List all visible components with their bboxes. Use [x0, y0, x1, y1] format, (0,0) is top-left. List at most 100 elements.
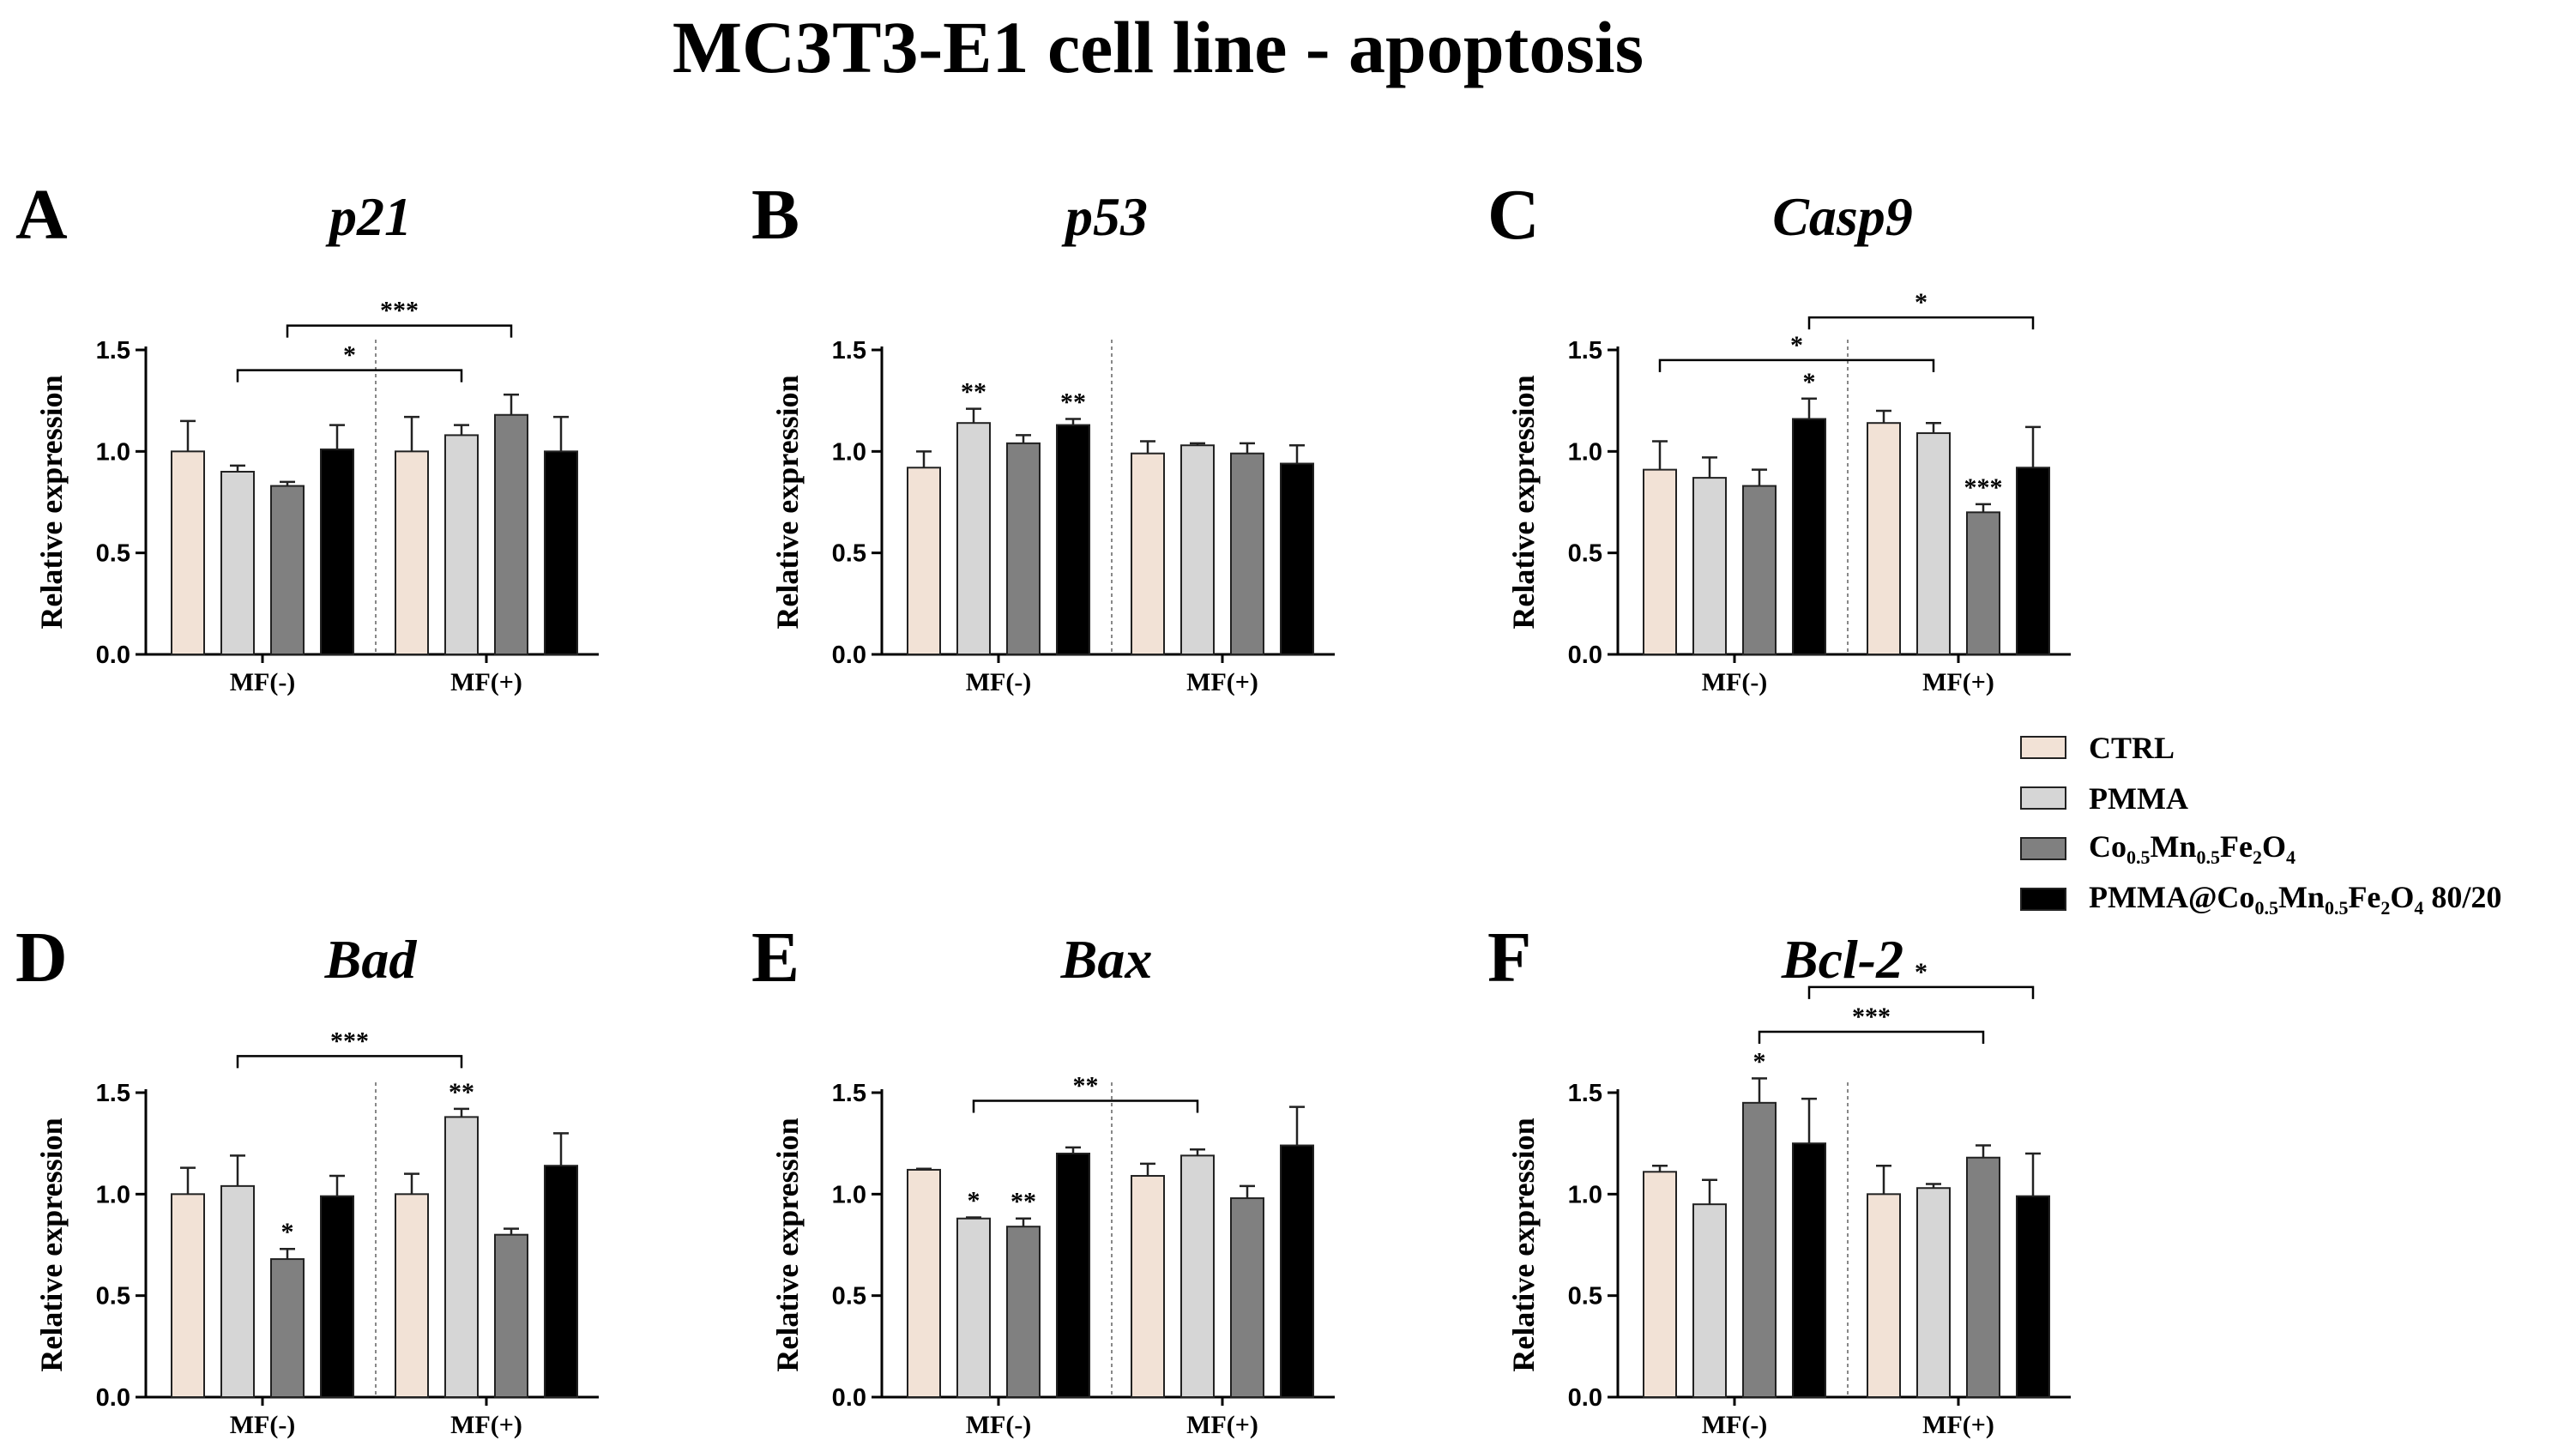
- y-tick-label: 1.0: [96, 438, 130, 466]
- y-tick-label: 0.5: [832, 1283, 866, 1310]
- y-tick-label: 0.5: [832, 540, 866, 568]
- panel-label: F: [1487, 918, 1531, 997]
- legend-label-composite: PMMA@Co0.5Mn0.5Fe2O4 80/20: [2089, 879, 2502, 919]
- bar: [320, 1195, 354, 1399]
- bar: [1056, 1153, 1090, 1398]
- bar: [220, 471, 255, 655]
- y-axis-label: Relative expression: [1506, 1118, 1541, 1371]
- y-tick-label: 0.0: [96, 642, 130, 669]
- bar: [1131, 452, 1165, 656]
- bar: [1643, 468, 1677, 655]
- bar: [1056, 424, 1090, 655]
- group-label: MF(+): [1186, 668, 1258, 696]
- significance-star: **: [1060, 388, 1086, 416]
- panel-title: Bax: [1060, 929, 1153, 990]
- y-tick-label: 1.5: [96, 337, 130, 365]
- bar: [395, 1193, 429, 1399]
- bracket-label: **: [1073, 1071, 1099, 1100]
- comparison-bracket: [286, 324, 513, 338]
- comparison-bracket: [1807, 316, 2035, 330]
- bar: [1792, 418, 1826, 655]
- comparison-bracket: [236, 1055, 463, 1069]
- legend-item-ferrite: Co0.5Mn0.5Fe2O4: [2020, 823, 2501, 874]
- bracket-label: ***: [330, 1027, 369, 1055]
- y-tick-label: 0.0: [1568, 1384, 1602, 1412]
- y-tick-label: 1.5: [832, 1080, 866, 1107]
- figure-title: MC3T3-E1 cell line - apoptosis: [672, 6, 1644, 88]
- bar: [544, 1165, 578, 1398]
- bracket-label: *: [1790, 331, 1803, 359]
- bar: [2016, 1195, 2050, 1399]
- panel-label: D: [15, 918, 68, 997]
- bar: [444, 1116, 479, 1398]
- comparison-bracket: [1658, 358, 1935, 372]
- y-axis-label: Relative expression: [34, 375, 69, 629]
- group-label: MF(-): [230, 668, 296, 696]
- group-label: MF(-): [966, 1411, 1032, 1439]
- y-tick-label: 0.5: [96, 1283, 130, 1310]
- y-tick-label: 1.0: [96, 1181, 130, 1208]
- y-tick-label: 0.0: [1568, 642, 1602, 669]
- panel-title: Bcl-2: [1781, 929, 1903, 990]
- panel-label: B: [751, 175, 799, 255]
- legend-swatch-composite: [2020, 888, 2066, 911]
- significance-star: *: [281, 1218, 294, 1246]
- y-axis-label: Relative expression: [1506, 375, 1541, 629]
- bar: [1792, 1142, 1826, 1398]
- bar: [1643, 1171, 1677, 1398]
- y-tick-label: 0.5: [96, 540, 130, 568]
- bar: [1131, 1175, 1165, 1398]
- bar: [270, 1258, 305, 1399]
- bar: [1692, 1203, 1727, 1398]
- bar: [907, 1168, 941, 1398]
- bar: [1006, 442, 1041, 655]
- bar: [1916, 432, 1951, 655]
- bar: [1867, 1193, 1901, 1399]
- significance-star: ***: [1964, 473, 2003, 502]
- significance-star: *: [1753, 1047, 1766, 1075]
- bar: [1692, 477, 1727, 655]
- y-tick-label: 1.5: [832, 337, 866, 365]
- legend-swatch-ctrl: [2020, 736, 2066, 759]
- group-label: MF(+): [450, 1411, 522, 1439]
- bar: [320, 448, 354, 656]
- group-label: MF(+): [450, 668, 522, 696]
- bar: [1966, 1156, 2000, 1398]
- bracket-label: *: [1915, 958, 1927, 986]
- y-tick-label: 1.5: [1568, 1080, 1602, 1107]
- legend: CTRL PMMA Co0.5Mn0.5Fe2O4 PMMA@Co0.5Mn0.…: [2020, 722, 2501, 925]
- panel-title: p21: [325, 186, 412, 247]
- y-tick-label: 1.0: [1568, 1181, 1602, 1208]
- comparison-bracket: [1758, 1030, 1985, 1044]
- bar: [1180, 444, 1215, 655]
- bar: [907, 467, 941, 655]
- y-tick-label: 0.5: [1568, 1283, 1602, 1310]
- panel-title: Casp9: [1772, 186, 1913, 247]
- panel-E: E Bax Relative expression 0.0 0.5 1.0 1.5 MF(-)…: [751, 918, 1335, 1439]
- significance-star: *: [1803, 368, 1816, 396]
- bar: [544, 450, 578, 656]
- legend-label-pmma: PMMA: [2089, 780, 2188, 816]
- bar: [1180, 1154, 1215, 1398]
- bar: [444, 434, 479, 655]
- bar: [494, 1233, 528, 1398]
- bracket-label: ***: [1852, 1003, 1891, 1031]
- bar: [171, 450, 205, 656]
- significance-star: *: [968, 1187, 980, 1215]
- comparison-bracket: [236, 369, 463, 383]
- y-axis-label: Relative expression: [34, 1118, 69, 1371]
- panel-C: C Casp9 Relative expression 0.0 0.5 1.0 1.5 MF(…: [1487, 175, 2071, 696]
- group-label: MF(-): [1702, 1411, 1768, 1439]
- group-label: MF(-): [966, 668, 1032, 696]
- bar: [1006, 1226, 1041, 1399]
- bar: [270, 485, 305, 656]
- y-tick-label: 0.5: [1568, 540, 1602, 568]
- legend-item-pmma: PMMA: [2020, 773, 2501, 823]
- panel-label: A: [15, 175, 68, 255]
- bar: [220, 1184, 255, 1398]
- bar: [395, 450, 429, 656]
- panel-label: C: [1487, 175, 1540, 255]
- y-axis-label: Relative expression: [770, 375, 805, 629]
- significance-star: **: [1010, 1188, 1036, 1216]
